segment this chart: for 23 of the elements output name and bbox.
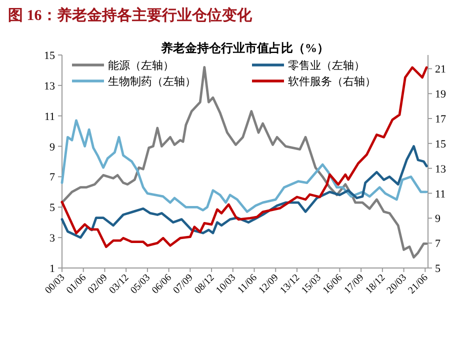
legend-label: 软件服务（右轴） bbox=[288, 75, 376, 88]
y-tick-label: 11 bbox=[44, 110, 55, 123]
y2-tick-label: 19 bbox=[435, 88, 446, 101]
y-tick-label: 5 bbox=[50, 202, 56, 214]
y2-tick-label: 21 bbox=[435, 64, 446, 76]
y-tick-label: 9 bbox=[50, 141, 56, 154]
y2-tick-label: 13 bbox=[435, 163, 446, 176]
y2-tick-label: 11 bbox=[435, 188, 446, 200]
y-tick-label: 15 bbox=[44, 50, 56, 62]
chart-title: 图 16：养老金持各主要行业仓位变化 bbox=[8, 6, 253, 24]
legend-label: 生物制药（左轴） bbox=[108, 75, 196, 88]
y2-tick-label: 15 bbox=[435, 138, 446, 150]
y2-tick-label: 7 bbox=[435, 238, 441, 250]
chart-subtitle: 养老金持仓行业市值占比（%） bbox=[160, 41, 329, 55]
y-tick-label: 3 bbox=[50, 232, 56, 245]
y2-tick-label: 5 bbox=[435, 263, 441, 275]
y-tick-label: 1 bbox=[50, 263, 55, 275]
y2-tick-label: 17 bbox=[435, 114, 446, 126]
y2-tick-label: 9 bbox=[435, 213, 441, 226]
y-tick-label: 13 bbox=[44, 80, 56, 92]
y-tick-label: 7 bbox=[50, 172, 56, 184]
legend-label: 能源（左轴） bbox=[108, 59, 174, 72]
legend-label: 零售业（左轴） bbox=[288, 59, 365, 72]
